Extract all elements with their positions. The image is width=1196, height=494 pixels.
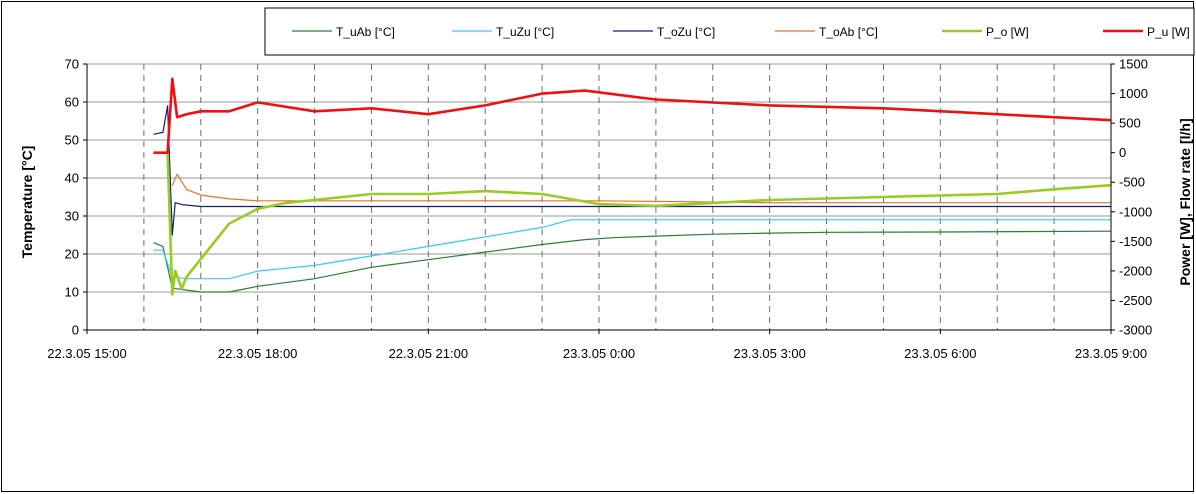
y-left-tick-label: 50 bbox=[65, 133, 79, 148]
series-layer bbox=[153, 77, 1112, 296]
y-left-tick-label: 70 bbox=[65, 57, 79, 72]
x-tick-label: 23.3.05 9:00 bbox=[1075, 346, 1147, 361]
y-right-tick-label: 1500 bbox=[1119, 57, 1148, 72]
x-tick-label: 23.3.05 0:00 bbox=[563, 346, 635, 361]
series-line-2 bbox=[153, 105, 1111, 236]
grid-layer bbox=[87, 63, 1111, 331]
series-line-5 bbox=[153, 77, 1112, 154]
series-line-3 bbox=[171, 173, 1111, 204]
y-left-tick-label: 60 bbox=[65, 95, 79, 110]
y-right-tick-label: -1500 bbox=[1119, 234, 1152, 249]
y-left-tick-label: 30 bbox=[65, 209, 79, 224]
y-right-tick-label: -1000 bbox=[1119, 204, 1152, 219]
legend-label: T_uAb [°C] bbox=[336, 25, 395, 39]
x-tick-label: 23.3.05 6:00 bbox=[904, 346, 976, 361]
series-line-0 bbox=[153, 230, 1112, 293]
y-left-tick-label: 0 bbox=[72, 323, 79, 338]
y-axis-right-title: Power [W], Flow rate [l/h] bbox=[1177, 118, 1193, 285]
y-right-tick-label: 1000 bbox=[1119, 86, 1148, 101]
legend-label: T_oZu [°C] bbox=[657, 25, 715, 39]
x-tick-label: 23.3.05 3:00 bbox=[734, 346, 806, 361]
y-right-tick-label: -2500 bbox=[1119, 293, 1152, 308]
y-right-tick-label: -500 bbox=[1119, 175, 1145, 190]
legend-label: T_uZu [°C] bbox=[496, 25, 554, 39]
series-line-1 bbox=[153, 219, 1111, 280]
legend: T_uAb [°C] T_uZu [°C] T_oZu [°C] T_oAb [°C]… bbox=[264, 7, 1195, 56]
x-tick-label: 22.3.05 15:00 bbox=[47, 346, 127, 361]
y-left-tick-label: 40 bbox=[65, 171, 79, 186]
y-right-tick-label: -2000 bbox=[1119, 263, 1152, 278]
legend-label: T_oAb [°C] bbox=[819, 25, 878, 39]
y-left-tick-label: 10 bbox=[65, 285, 79, 300]
y-axis-left-title: Temperature [°C] bbox=[19, 146, 35, 259]
y-right-tick-label: 500 bbox=[1119, 116, 1141, 131]
legend-label: P_o [W] bbox=[986, 25, 1029, 39]
x-tick-label: 22.3.05 18:00 bbox=[218, 346, 298, 361]
y-left-tick-label: 20 bbox=[65, 247, 79, 262]
y-right-tick-label: 0 bbox=[1119, 145, 1126, 160]
y-right-tick-label: -3000 bbox=[1119, 323, 1152, 338]
legend-label: P_u [W] bbox=[1147, 25, 1190, 39]
x-tick-label: 22.3.05 21:00 bbox=[389, 346, 469, 361]
axes-layer: 0 10 20 30 40 50 60 70 -3000 -2500 -2000 -1500 -1000… bbox=[47, 57, 1152, 362]
legend-box bbox=[264, 7, 1195, 56]
series-line-4 bbox=[166, 152, 1112, 296]
